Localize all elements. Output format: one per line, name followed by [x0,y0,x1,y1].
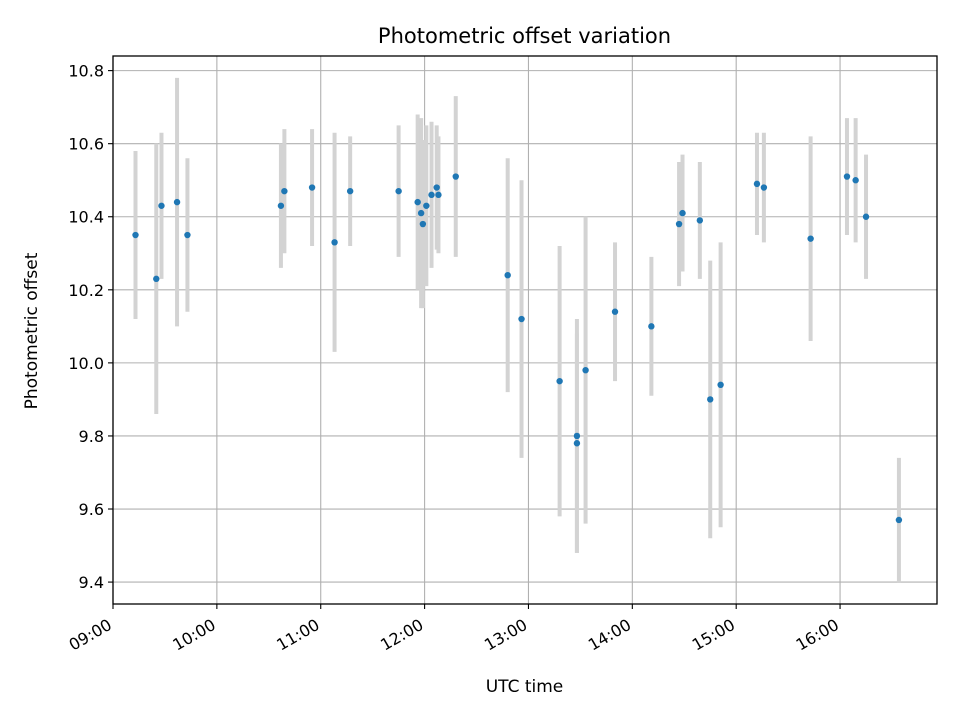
data-point [852,177,859,184]
y-axis-ticks: 9.4 9.6 9.8 10.0 10.2 10.4 10.6 10.8 [68,62,113,592]
data-point [518,315,525,323]
y-tick-label: 9.4 [79,573,104,592]
chart-title: Photometric offset variation [378,24,671,48]
data-point [843,173,851,180]
data-point [153,275,160,283]
y-axis-label: Photometric offset [22,252,42,409]
data-point [435,191,442,199]
data-point [414,198,421,206]
data-point [452,173,459,180]
data-point [173,198,181,206]
data-point [419,220,427,228]
data-point [556,377,563,385]
y-tick-label: 9.6 [79,500,104,519]
data-point [895,516,903,524]
data-point [573,432,581,440]
grid-lines [112,56,937,604]
data-point [807,235,814,242]
data-point [158,202,165,209]
data-point [675,220,683,228]
data-point [184,231,191,239]
data-point [281,187,288,195]
data-point [504,272,511,279]
data-point [308,184,316,191]
x-axis-label: UTC time [486,677,564,697]
data-point [573,440,581,447]
y-tick-label: 9.8 [79,427,104,446]
plot-frame [112,55,938,605]
data-point [331,239,338,246]
y-tick-label: 10.0 [68,354,104,373]
data-point [582,366,589,374]
data-point [717,381,724,388]
data-point [428,191,435,199]
y-tick-label: 10.6 [68,135,104,154]
data-point [611,308,619,315]
data-points [132,173,903,524]
data-point [277,202,285,209]
data-point [696,217,704,224]
data-point [417,209,425,217]
y-tick-label: 10.2 [68,281,104,300]
data-point [679,209,686,217]
data-point [132,231,139,239]
data-point [707,396,714,403]
data-point [423,202,430,209]
data-point [346,187,354,195]
y-tick-label: 10.8 [68,62,104,81]
data-point [648,323,655,330]
data-point [395,187,402,195]
data-point [753,180,761,188]
data-point [760,184,768,191]
y-tick-label: 10.4 [68,208,104,227]
data-point [862,213,870,220]
data-point [433,184,440,191]
